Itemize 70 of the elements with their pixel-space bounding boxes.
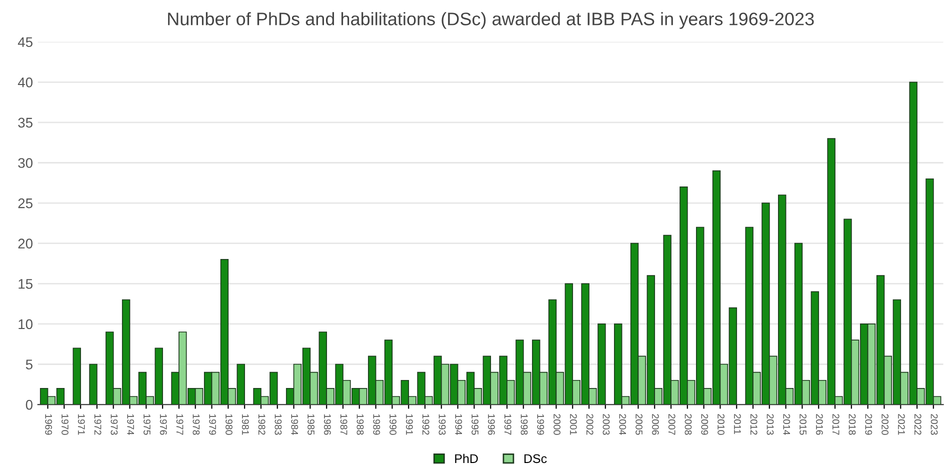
- x-tick-label: 1989: [373, 414, 380, 435]
- x-tick-label: 1970: [62, 414, 68, 435]
- x-tick-label: 1995: [472, 414, 478, 435]
- x-tick-label: 1985: [308, 414, 314, 435]
- y-tick-label: 35: [18, 118, 32, 128]
- x-tick-label: 2007: [668, 414, 676, 435]
- x-tick-label: 1994: [455, 414, 462, 435]
- x-tick-label: 1979: [209, 414, 216, 435]
- x-tick-label: 2014: [783, 414, 790, 435]
- x-tick-label: 2020: [882, 414, 888, 435]
- x-tick-label: 1988: [356, 414, 364, 435]
- y-tick-label: 45: [18, 37, 32, 48]
- x-tick-label: 1980: [226, 414, 232, 435]
- x-tick-label: 1993: [438, 414, 446, 435]
- x-tick-label: 2003: [602, 414, 610, 435]
- x-tick-label: 1983: [274, 414, 282, 435]
- x-tick-label: 2010: [718, 414, 724, 435]
- x-tick-label: 2008: [684, 414, 692, 435]
- x-tick-label: 1969: [45, 414, 52, 435]
- x-tick-label: 1972: [94, 414, 102, 435]
- bar: [72, 348, 81, 405]
- y-tick-label: 0: [26, 400, 33, 410]
- x-tick-label: 2009: [701, 414, 708, 435]
- x-tick-label: 1984: [291, 414, 298, 435]
- x-tick-label: 2005: [636, 414, 642, 435]
- y-tick-label: 10: [18, 319, 33, 330]
- x-tick-label: 2004: [619, 414, 626, 435]
- legend-label: DSc: [524, 454, 547, 464]
- x-tick-label: 2015: [800, 414, 806, 435]
- x-tick-label: 1981: [242, 414, 249, 435]
- x-tick-label: 1997: [504, 414, 512, 435]
- x-tick-label: 1998: [520, 414, 528, 435]
- x-tick-label: 1996: [488, 414, 495, 435]
- x-tick-label: 1971: [78, 414, 85, 435]
- x-tick-label: 1990: [390, 414, 396, 435]
- x-tick-label: 2023: [930, 414, 938, 435]
- x-tick-label: 1992: [422, 414, 430, 435]
- x-tick-label: 2006: [652, 414, 659, 435]
- x-tick-label: 1973: [110, 414, 118, 435]
- x-tick-label: 1974: [127, 414, 134, 435]
- y-tick-label: 40: [18, 77, 33, 88]
- x-tick-label: 2016: [816, 414, 823, 435]
- x-tick-label: 1975: [144, 414, 150, 435]
- x-tick-label: 1986: [324, 414, 331, 435]
- y-tick-label: 15: [18, 279, 32, 289]
- x-tick-label: 1977: [176, 414, 184, 435]
- y-tick-label: 5: [26, 360, 32, 370]
- x-tick-label: 1978: [192, 414, 200, 435]
- x-tick-label: 2013: [766, 414, 774, 435]
- x-tick-label: 2017: [832, 414, 840, 435]
- x-tick-label: 1987: [340, 414, 348, 435]
- x-tick-label: 1991: [406, 414, 413, 435]
- y-tick-label: 20: [18, 238, 33, 249]
- legend-label: PhD: [455, 454, 478, 463]
- x-tick-label: 2011: [734, 414, 741, 434]
- y-tick-label: 25: [18, 198, 32, 208]
- x-tick-label: 2019: [865, 414, 872, 435]
- chart-title: Number of PhDs and habilitations (DSc) awarded at IBB PAS in years 1969-2023: [168, 12, 814, 29]
- y-tick-label: 30: [18, 158, 33, 168]
- bar: [89, 364, 98, 405]
- x-tick-label: 2002: [586, 414, 594, 435]
- x-tick-label: 1976: [160, 414, 167, 435]
- x-tick-label: 1999: [537, 414, 544, 435]
- x-tick-label: 1982: [258, 414, 266, 435]
- x-tick-label: 2022: [914, 414, 922, 435]
- x-tick-label: 2001: [570, 414, 577, 435]
- x-tick-label: 2000: [554, 414, 560, 435]
- x-tick-label: 2018: [848, 414, 856, 435]
- x-tick-label: 2021: [898, 414, 905, 435]
- x-tick-label: 2012: [750, 414, 758, 435]
